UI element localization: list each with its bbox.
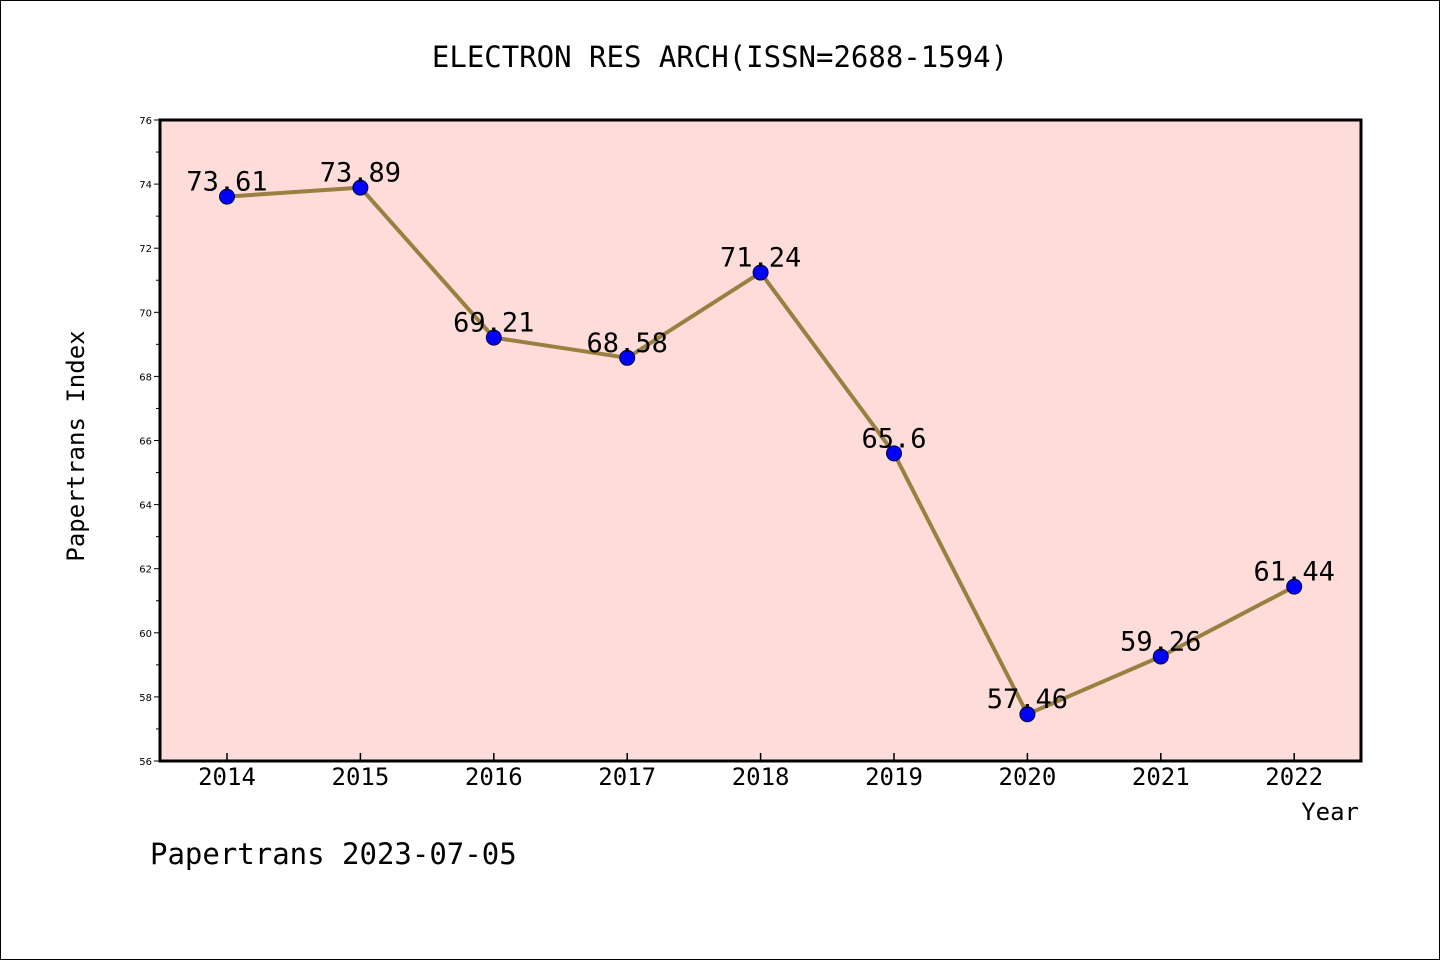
data-label: 69.21: [453, 308, 534, 339]
y-tick-label: 66: [139, 437, 152, 448]
data-label: 59.26: [1120, 627, 1201, 658]
data-label: 71.24: [720, 243, 801, 274]
y-tick-label: 56: [139, 757, 152, 768]
series-layer: 73.61 73.89 69.21 68.58 71.24 65.6 57.46 59.26 6…: [186, 158, 1335, 723]
data-point: [1152, 648, 1169, 665]
data-label: 73.89: [320, 158, 401, 189]
x-tick-label: 2020: [999, 763, 1057, 791]
data-point: [752, 264, 769, 281]
x-tick-label: 2022: [1265, 763, 1323, 791]
y-tick-label: 72: [139, 244, 152, 255]
chart-title: ELECTRON RES ARCH(ISSN=2688-1594): [432, 40, 1008, 74]
x-tick-label: 2017: [598, 763, 656, 791]
data-point: [219, 188, 235, 205]
data-point: [352, 179, 369, 196]
data-label: 61.44: [1254, 557, 1335, 588]
x-tick-label: 2016: [465, 763, 523, 791]
x-axis-label: Year: [1301, 798, 1359, 826]
y-tick-label: 60: [139, 629, 152, 640]
data-point: [886, 445, 902, 462]
data-label: 65.6: [861, 423, 926, 454]
data-label: 73.61: [186, 167, 267, 198]
plot-area: [160, 120, 1361, 761]
y-tick-label: 64: [139, 501, 152, 512]
y-tick-label: 76: [139, 116, 152, 127]
footer-note: Papertrans 2023-07-05: [150, 837, 517, 871]
x-tick-label: 2015: [332, 763, 390, 791]
y-tick-label: 74: [139, 180, 152, 191]
data-point: [1019, 706, 1036, 723]
x-tick-label: 2014: [198, 763, 256, 791]
y-tick-label: 70: [139, 308, 152, 319]
x-tick-label: 2019: [865, 763, 923, 791]
x-axis: 2014 2015 2016 2017 2018 2019 2020 2021 2022: [198, 753, 1323, 791]
data-point: [619, 349, 636, 366]
y-tick-label: 68: [139, 372, 152, 383]
x-tick-label: 2018: [732, 763, 790, 791]
data-label: 68.58: [587, 328, 668, 359]
data-label: 57.46: [987, 684, 1068, 715]
x-tick-label: 2021: [1132, 763, 1190, 791]
y-tick-label: 58: [139, 693, 152, 704]
data-point: [1286, 578, 1303, 595]
y-tick-label: 62: [139, 565, 152, 576]
y-axis-label: Papertrans Index: [62, 330, 90, 561]
data-point: [485, 329, 502, 346]
plot-border: [158, 118, 1363, 763]
y-axis: 56 58 60 62 64 66 68 70 72 74 76: [139, 116, 160, 768]
